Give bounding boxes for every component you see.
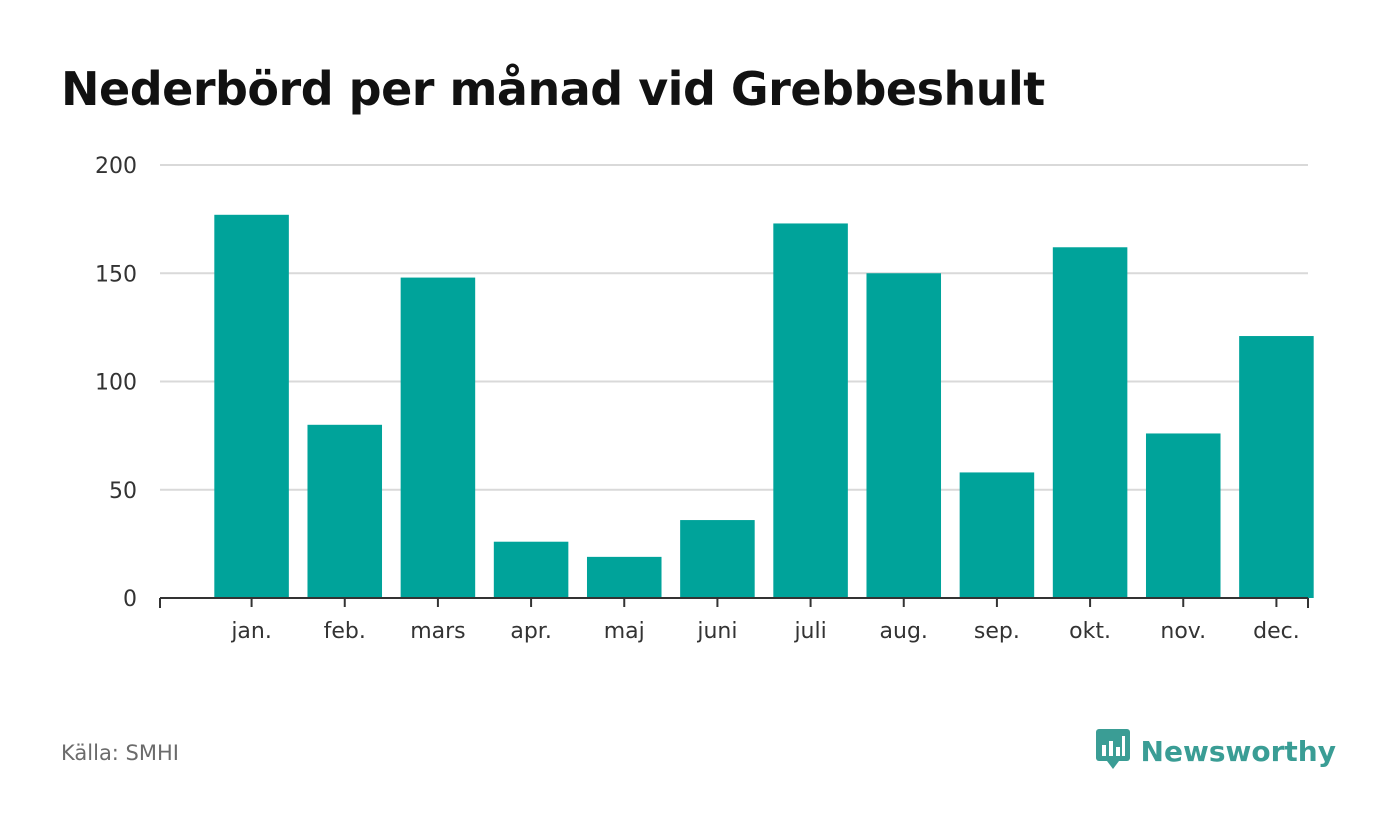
bar-5 <box>680 520 755 598</box>
x-tick-label: feb. <box>324 619 366 644</box>
bar-6 <box>773 223 848 598</box>
bar-7 <box>866 273 942 598</box>
bar-4 <box>586 556 662 598</box>
x-tick-label: juli <box>793 619 826 644</box>
x-tick-label: aug. <box>880 619 928 644</box>
x-axis-ticks: jan. feb. mars apr. maj juni juli aug. sep. okt. n… <box>230 619 1299 644</box>
x-tick-label: sep. <box>974 619 1020 644</box>
x-tick-label: jan. <box>230 619 272 644</box>
source-note: Källa: SMHI <box>61 741 179 765</box>
x-tick-label: maj <box>604 619 645 644</box>
y-tick-label: 200 <box>95 154 137 179</box>
y-axis-ticks: 0 50 100 150 200 <box>95 154 137 612</box>
chart-title: Nederbörd per månad vid Grebbeshult <box>61 62 1045 116</box>
x-tick-label: dec. <box>1253 619 1300 644</box>
brand-name: Newsworthy <box>1140 734 1336 768</box>
y-tick-label: 100 <box>95 371 137 396</box>
x-tick-label: juni <box>696 619 737 644</box>
newsworthy-logo-icon <box>1095 728 1131 774</box>
bar-8 <box>959 472 1035 598</box>
bar-11 <box>1239 336 1314 598</box>
bar-2 <box>400 277 476 598</box>
x-tick-label: nov. <box>1160 619 1206 644</box>
bar-3 <box>493 541 569 598</box>
bar-10 <box>1145 433 1221 598</box>
x-tick-label: mars <box>410 619 465 644</box>
bar-0 <box>214 214 289 599</box>
x-tick-label: apr. <box>510 619 551 644</box>
x-tick-label: okt. <box>1069 619 1111 644</box>
brand: Newsworthy <box>1095 728 1336 774</box>
bar-9 <box>1052 247 1128 598</box>
y-tick-label: 0 <box>123 587 137 612</box>
y-tick-label: 150 <box>95 262 137 287</box>
x-axis <box>159 597 1309 608</box>
bar-1 <box>307 424 383 598</box>
y-tick-label: 50 <box>109 479 137 504</box>
bars <box>214 214 1314 599</box>
